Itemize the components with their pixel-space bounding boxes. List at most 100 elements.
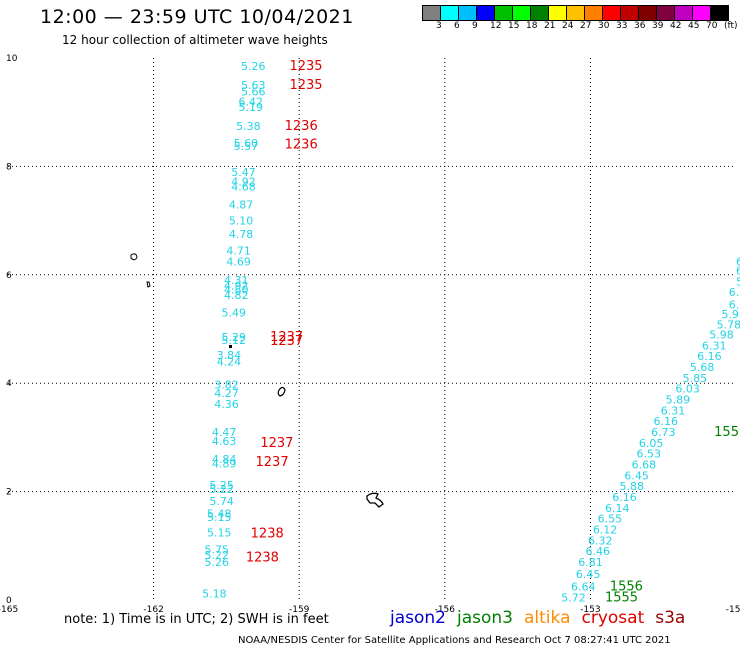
pass-time-label: 1237 — [270, 330, 303, 345]
color-scale-label: 12 — [490, 21, 502, 31]
swh-reading: 3.84 — [217, 349, 242, 362]
color-scale-label: 15 — [508, 21, 520, 31]
pass-time-label: 1235 — [289, 59, 322, 74]
color-scale-label: 36 — [634, 21, 646, 31]
swh-reading: 6.14 — [605, 502, 630, 515]
swh-reading: 5.22 — [205, 549, 230, 562]
color-scale-label: (ft) — [724, 21, 738, 31]
swh-reading: 5.85 — [683, 372, 708, 385]
island-outline — [130, 253, 138, 261]
swh-reading: 5.15 — [207, 526, 232, 539]
satellite-legend-item: altika — [524, 608, 571, 628]
pass-time-label: 1555 — [605, 590, 638, 605]
pass-time-label: 1236 — [285, 138, 318, 153]
swh-reading: 6.45 — [576, 568, 601, 581]
map-subtitle: 12 hour collection of altimeter wave hei… — [62, 33, 328, 47]
swh-reading: 5.29 — [222, 331, 247, 344]
swh-reading: 5.74 — [209, 495, 234, 508]
satellite-legend: jason2 jason3 altika cryosat s3a — [390, 608, 696, 628]
swh-reading: 5.25 — [209, 479, 234, 492]
color-scale-label: 9 — [472, 21, 478, 31]
swh-reading: 5.68 — [690, 361, 715, 374]
color-scale-label: 33 — [616, 21, 628, 31]
pass-time-label: 1235 — [289, 78, 322, 93]
swh-reading: 5.66 — [241, 86, 266, 99]
swh-reading: 6.31 — [661, 404, 686, 417]
swh-reading: 5.63 — [241, 79, 266, 92]
swh-reading: 6.64 — [571, 580, 596, 593]
color-scale-label: 24 — [562, 21, 574, 31]
swh-reading: 6.68 — [632, 459, 657, 472]
swh-reading: 4.84 — [212, 453, 237, 466]
swh-reading: 4.24 — [217, 356, 242, 369]
swh-reading: 5.19 — [239, 101, 263, 114]
swh-reading: 5 — [736, 275, 740, 288]
island-outline — [229, 345, 232, 348]
y-tick-label: 4 — [6, 379, 12, 389]
swh-reading: 4.80 — [224, 283, 249, 296]
swh-reading: 4.89 — [212, 457, 237, 470]
swh-reading: 4.92 — [231, 176, 256, 189]
color-scale-label: 3 — [436, 21, 442, 31]
y-tick-label: 6 — [6, 271, 12, 281]
x-tick-label: -165 — [0, 605, 18, 615]
pass-time-label: 155 — [714, 425, 739, 440]
pass-time-label: 1237 — [256, 455, 289, 470]
swh-reading: 4.78 — [229, 228, 254, 241]
swh-reading: 6.03 — [675, 383, 700, 396]
swh-reading: 5.47 — [231, 166, 256, 179]
swh-reading: 5.72 — [561, 591, 586, 604]
color-scale-label: 6 — [454, 21, 460, 31]
swh-reading: 4.87 — [229, 198, 254, 211]
swh-reading: 5.49 — [222, 307, 247, 320]
swh-reading: 5.15 — [207, 511, 232, 524]
swh-reading: 5.48 — [207, 507, 232, 520]
x-tick-label: -159 — [289, 605, 310, 615]
swh-reading: 5.12 — [222, 334, 247, 347]
swh-reading: 5.75 — [205, 544, 230, 557]
y-tick-label: 10 — [6, 54, 18, 64]
swh-reading: 6.73 — [651, 426, 676, 439]
y-tick-label: 8 — [6, 162, 12, 172]
lat-lon-grid — [8, 58, 736, 600]
island-outline — [277, 386, 286, 397]
swh-reading: 5.18 — [202, 587, 227, 600]
x-tick-label: -153 — [580, 605, 600, 615]
pass-time-label: 1238 — [251, 526, 284, 541]
satellite-legend-item: jason2 — [390, 608, 446, 628]
island-outline — [146, 281, 151, 288]
swh-reading: 5.60 — [234, 137, 259, 150]
swh-reading: 6 — [736, 255, 740, 268]
satellite-legend-item: jason3 — [457, 608, 513, 628]
swh-reading: 6.16 — [653, 415, 678, 428]
swh-reading: 5.57 — [234, 140, 259, 153]
units-note: note: 1) Time is in UTC; 2) SWH is in fe… — [64, 612, 329, 627]
color-swatch — [710, 5, 729, 21]
color-scale-label: 21 — [544, 21, 556, 31]
color-scale-label: 30 — [598, 21, 610, 31]
swh-reading: 6.16 — [612, 491, 637, 504]
swh-reading: 6.53 — [637, 448, 662, 461]
swh-reading: 5.89 — [666, 393, 691, 406]
swh-reading: 6.0 — [729, 286, 740, 299]
pass-time-label: 1238 — [246, 551, 279, 566]
swh-reading: 4.92 — [224, 280, 249, 293]
color-scale-labels: 3 6 9 12 15 18 21 24 27 30 33 36 39 42 45 70 (ft) — [422, 21, 740, 33]
swh-reading: 6.46 — [586, 545, 611, 558]
swh-reading: 6.32 — [588, 534, 613, 547]
swh-reading: 6.45 — [624, 469, 649, 482]
swh-reading: 6.05 — [639, 437, 664, 450]
swh-reading: 6.16 — [697, 350, 722, 363]
swh-reading: 4.27 — [214, 387, 239, 400]
pass-time-label: 1237 — [260, 436, 293, 451]
swh-reading: 5.88 — [620, 480, 645, 493]
map-title: 12:00 — 23:59 UTC 10/04/2021 — [40, 6, 354, 28]
swh-reading: 5.38 — [236, 120, 261, 133]
swh-reading: 6.55 — [598, 513, 623, 526]
swh-reading: 4.69 — [226, 255, 251, 268]
axis-tick-labels: -165 -162 -159 -156 -153 -150 0 2 4 6 8 10 — [0, 54, 740, 615]
pass-time-label: 1237 — [270, 334, 303, 349]
swh-reading: 3.82 — [214, 378, 239, 391]
swh-reading: 4.31 — [224, 274, 249, 287]
swh-reading: 6.12 — [593, 524, 618, 537]
